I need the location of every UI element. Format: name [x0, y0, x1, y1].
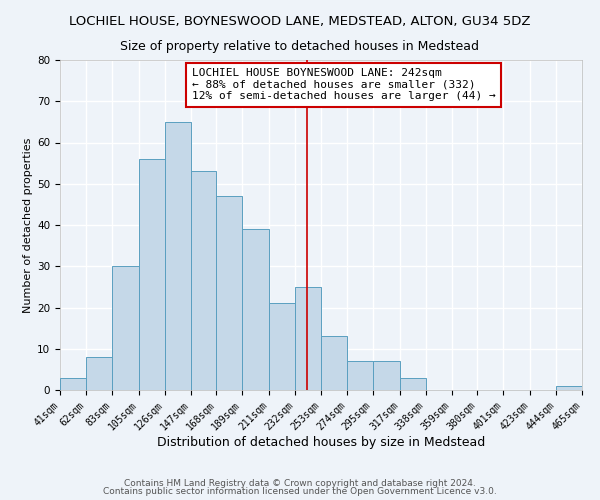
Bar — [400, 378, 425, 390]
Bar — [295, 287, 321, 390]
Text: LOCHIEL HOUSE, BOYNESWOOD LANE, MEDSTEAD, ALTON, GU34 5DZ: LOCHIEL HOUSE, BOYNESWOOD LANE, MEDSTEAD… — [69, 15, 531, 28]
Bar — [217, 196, 242, 390]
Bar — [86, 357, 112, 390]
Y-axis label: Number of detached properties: Number of detached properties — [23, 138, 33, 312]
Bar — [139, 159, 164, 390]
Text: LOCHIEL HOUSE BOYNESWOOD LANE: 242sqm
← 88% of detached houses are smaller (332): LOCHIEL HOUSE BOYNESWOOD LANE: 242sqm ← … — [192, 68, 496, 102]
Bar — [112, 266, 139, 390]
Bar — [373, 361, 400, 390]
X-axis label: Distribution of detached houses by size in Medstead: Distribution of detached houses by size … — [157, 436, 485, 449]
Text: Contains public sector information licensed under the Open Government Licence v3: Contains public sector information licen… — [103, 487, 497, 496]
Bar — [191, 172, 217, 390]
Text: Size of property relative to detached houses in Medstead: Size of property relative to detached ho… — [121, 40, 479, 53]
Bar — [556, 386, 582, 390]
Bar — [347, 361, 373, 390]
Bar — [242, 229, 269, 390]
Text: Contains HM Land Registry data © Crown copyright and database right 2024.: Contains HM Land Registry data © Crown c… — [124, 478, 476, 488]
Bar — [269, 304, 295, 390]
Bar — [60, 378, 86, 390]
Bar — [164, 122, 191, 390]
Bar — [321, 336, 347, 390]
